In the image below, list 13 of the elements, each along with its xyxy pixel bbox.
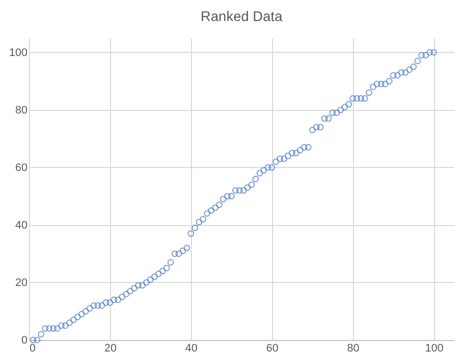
- x-tick-label: 40: [185, 342, 198, 354]
- y-tick-label: 0: [21, 334, 28, 346]
- y-tick-label: 20: [15, 276, 28, 289]
- x-tick-label: 20: [104, 342, 117, 354]
- x-tick-label: 0: [30, 342, 36, 354]
- x-tick-label: 60: [266, 342, 278, 354]
- x-tick-label: 80: [347, 342, 360, 354]
- y-tick-label: 100: [9, 46, 28, 59]
- y-tick-label: 40: [15, 219, 28, 232]
- chart-title: Ranked Data: [200, 8, 283, 24]
- x-tick-label: 100: [425, 342, 444, 354]
- y-tick-label: 60: [15, 162, 28, 174]
- y-tick-label: 80: [15, 104, 28, 116]
